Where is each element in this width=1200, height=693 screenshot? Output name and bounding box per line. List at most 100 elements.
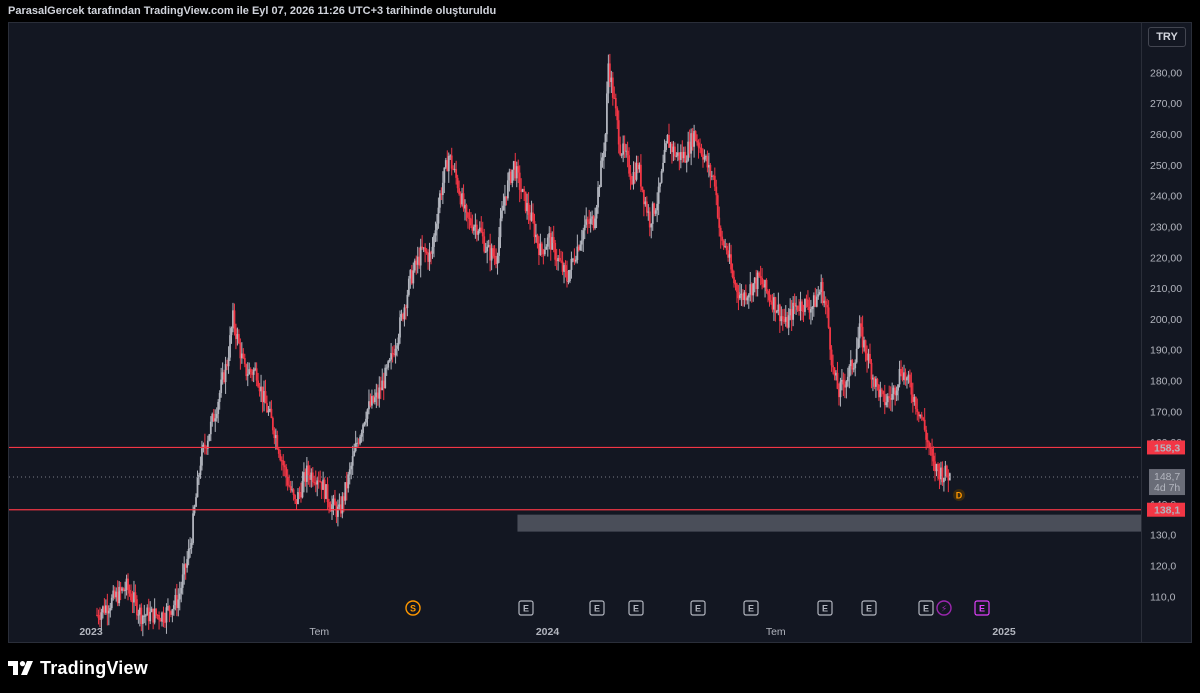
candle-body xyxy=(498,237,500,256)
candle-body xyxy=(455,169,458,178)
candle-body xyxy=(521,189,524,192)
candle-body xyxy=(892,387,895,394)
candle-body xyxy=(125,578,128,591)
candle-body xyxy=(730,254,732,270)
dividend-marker[interactable] xyxy=(953,489,965,501)
candle-body xyxy=(499,218,502,238)
event-marker-7[interactable] xyxy=(861,600,877,616)
candle-body xyxy=(600,160,602,188)
candle-body xyxy=(845,381,848,388)
candle-body xyxy=(285,467,288,477)
candle-body xyxy=(122,588,125,591)
candle-body xyxy=(755,277,758,289)
candle-body xyxy=(728,254,731,258)
candle-body xyxy=(889,398,892,400)
candle-body xyxy=(583,224,586,231)
candle-body xyxy=(576,246,579,260)
current-price-label[interactable] xyxy=(1149,469,1185,496)
event-marker-2[interactable] xyxy=(589,600,605,616)
chart-attribution: ParasalGercek tarafından TradingView.com… xyxy=(8,5,497,17)
event-marker-label-9: ⚡ xyxy=(941,604,947,614)
tradingview-logo[interactable]: TradingView xyxy=(8,655,148,681)
candle-body xyxy=(396,345,398,349)
candle-body xyxy=(750,284,753,296)
candle-body xyxy=(418,256,421,266)
candle-body xyxy=(335,505,338,517)
candle-body xyxy=(464,205,466,209)
candle-body xyxy=(876,378,879,386)
candle-body xyxy=(263,391,265,403)
candle-body xyxy=(773,297,775,310)
event-marker-label-2: E xyxy=(594,604,600,614)
event-marker-4[interactable] xyxy=(690,600,706,616)
chart-pane[interactable]: 290,00280,00270,00260,00250,00240,00230,… xyxy=(8,22,1192,643)
event-marker-9[interactable] xyxy=(936,600,952,616)
candle-body xyxy=(379,387,382,391)
candle-body xyxy=(650,223,653,228)
support-zone[interactable] xyxy=(517,514,1141,532)
event-marker-5[interactable] xyxy=(743,600,759,616)
candle-body xyxy=(209,421,212,435)
candle-body xyxy=(548,233,551,238)
candle-body xyxy=(305,465,308,482)
candle-body xyxy=(508,171,511,181)
candle-body xyxy=(292,489,295,496)
candle-body xyxy=(186,559,189,568)
candle-body xyxy=(271,418,274,431)
candle-body xyxy=(805,298,808,300)
candle-body xyxy=(212,413,215,422)
candle-body xyxy=(848,366,851,377)
price-chart[interactable]: 290,00280,00270,00260,00250,00240,00230,… xyxy=(9,23,1192,643)
event-marker-10[interactable] xyxy=(974,600,990,616)
candle-body xyxy=(820,282,823,293)
candle-body xyxy=(913,396,916,402)
level-price-label-2[interactable] xyxy=(1147,502,1185,517)
candle-body xyxy=(552,237,555,243)
event-marker-3[interactable] xyxy=(628,600,644,616)
candle-body xyxy=(817,294,820,297)
candle-body xyxy=(527,202,530,215)
candle-body xyxy=(232,310,234,329)
candle-body xyxy=(631,179,633,185)
candle-body xyxy=(764,279,766,288)
candle-body xyxy=(181,574,184,588)
candle-body xyxy=(875,378,877,387)
candle-body xyxy=(895,390,898,396)
event-marker-0[interactable] xyxy=(405,600,421,616)
candle-body xyxy=(688,141,691,154)
candle-body xyxy=(407,278,410,295)
candle-body xyxy=(150,608,153,612)
candle-body xyxy=(164,622,166,624)
candle-body xyxy=(922,417,925,420)
candle-body xyxy=(864,340,867,354)
candle-body xyxy=(741,293,744,300)
candle-body xyxy=(626,150,629,156)
event-marker-8[interactable] xyxy=(918,600,934,616)
candle-body xyxy=(467,212,469,218)
candle-body xyxy=(705,156,707,158)
candle-body xyxy=(640,164,642,187)
candle-body xyxy=(220,379,223,394)
candle-body xyxy=(217,401,220,414)
candle-body xyxy=(669,143,672,148)
candle-body xyxy=(172,605,175,610)
candle-body xyxy=(490,248,493,261)
candle-body xyxy=(737,292,740,299)
candle-body xyxy=(638,164,641,170)
candle-body xyxy=(900,368,902,374)
candle-body xyxy=(276,435,279,450)
candle-body xyxy=(879,389,882,398)
event-marker-1[interactable] xyxy=(518,600,534,616)
candle-body xyxy=(597,187,599,208)
candle-body xyxy=(756,272,759,289)
candle-body xyxy=(365,418,367,423)
candle-body xyxy=(904,372,907,381)
candle-body xyxy=(270,408,273,419)
candle-body xyxy=(901,373,904,380)
candle-body xyxy=(866,353,868,361)
event-marker-6[interactable] xyxy=(817,600,833,616)
currency-button[interactable]: TRY xyxy=(1148,27,1186,47)
candle-body xyxy=(713,175,716,187)
candle-body xyxy=(505,196,508,199)
level-price-label-0[interactable] xyxy=(1147,440,1185,455)
